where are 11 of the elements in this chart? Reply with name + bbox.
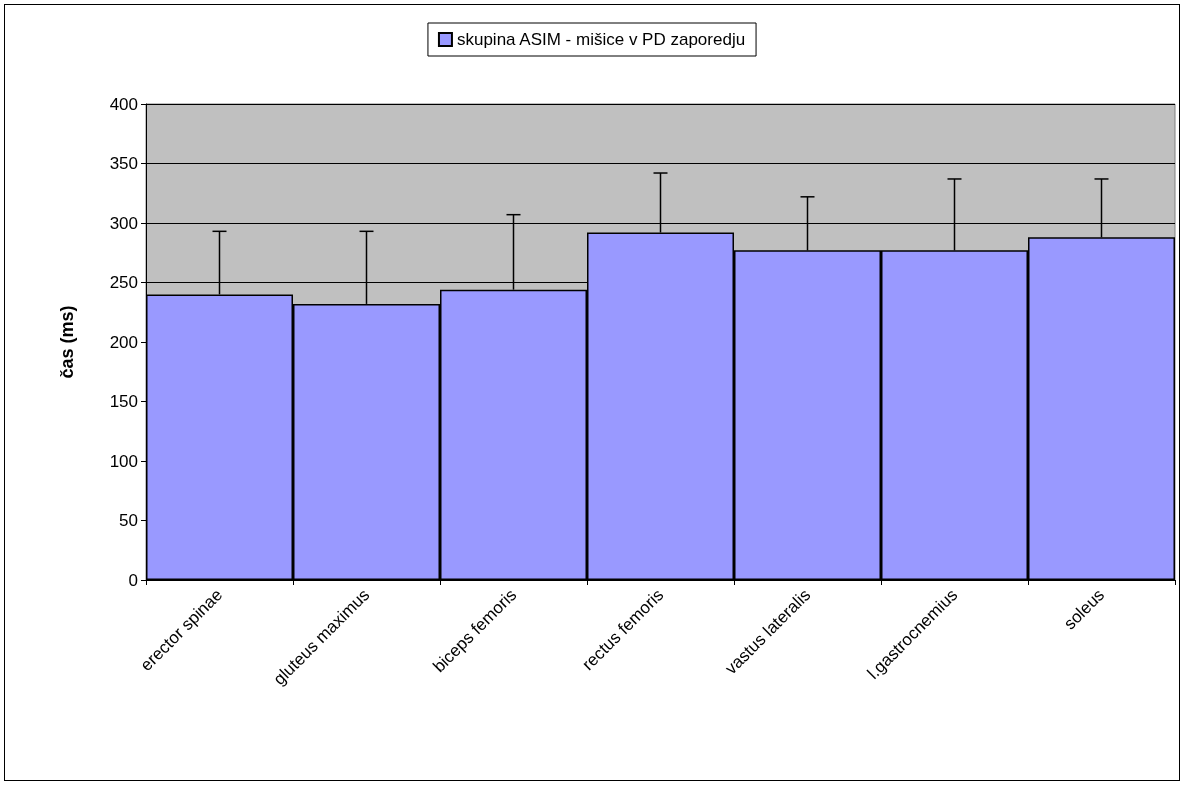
y-tick-label: 400 bbox=[109, 94, 138, 114]
y-axis-title: čas (ms) bbox=[57, 305, 77, 379]
y-tick-label: 250 bbox=[109, 273, 138, 292]
y-tick-label: 350 bbox=[109, 154, 138, 173]
legend-label: skupina ASIM - mišice v PD zaporedju bbox=[456, 30, 746, 49]
y-tick-label: 100 bbox=[109, 451, 138, 471]
y-tick-label: 300 bbox=[109, 213, 138, 233]
y-tick-label: 200 bbox=[109, 332, 138, 352]
y-tick-label: 50 bbox=[119, 511, 138, 530]
y-tick-label: 0 bbox=[128, 570, 138, 590]
y-tick-label: 150 bbox=[109, 392, 138, 411]
